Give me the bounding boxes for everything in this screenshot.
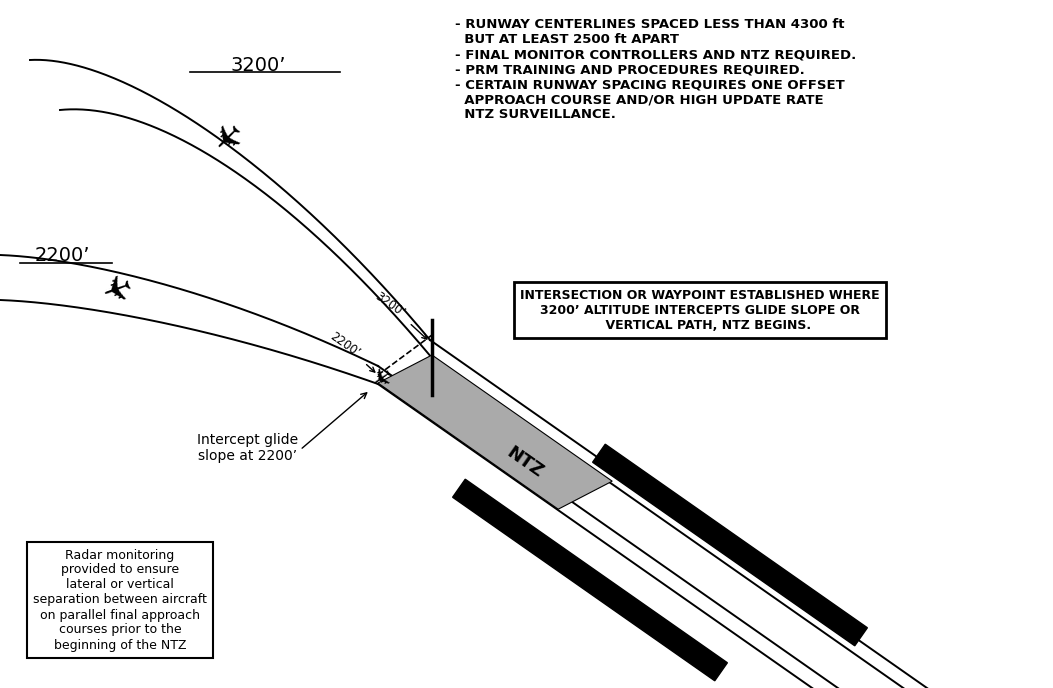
- Text: Intercept glide
slope at 2200’: Intercept glide slope at 2200’: [198, 433, 299, 463]
- Text: 3200’: 3200’: [373, 290, 426, 339]
- Polygon shape: [453, 480, 728, 681]
- Text: 2200’: 2200’: [327, 330, 375, 372]
- Text: 3200’: 3200’: [231, 56, 285, 74]
- Text: ✈: ✈: [92, 264, 132, 306]
- Text: - RUNWAY CENTERLINES SPACED LESS THAN 4300 ft
  BUT AT LEAST 2500 ft APART
- FIN: - RUNWAY CENTERLINES SPACED LESS THAN 43…: [455, 18, 856, 121]
- Text: Radar monitoring
provided to ensure
lateral or vertical
separation between aircr: Radar monitoring provided to ensure late…: [33, 548, 207, 652]
- Polygon shape: [593, 444, 868, 646]
- Text: NTZ: NTZ: [503, 443, 547, 481]
- Text: INTERSECTION OR WAYPOINT ESTABLISHED WHERE
3200’ ALTITUDE INTERCEPTS GLIDE SLOPE: INTERSECTION OR WAYPOINT ESTABLISHED WHE…: [520, 288, 880, 332]
- Text: 2200’: 2200’: [35, 246, 90, 264]
- Text: ✈: ✈: [199, 112, 244, 158]
- Text: ✈: ✈: [362, 359, 394, 391]
- Polygon shape: [378, 355, 612, 509]
